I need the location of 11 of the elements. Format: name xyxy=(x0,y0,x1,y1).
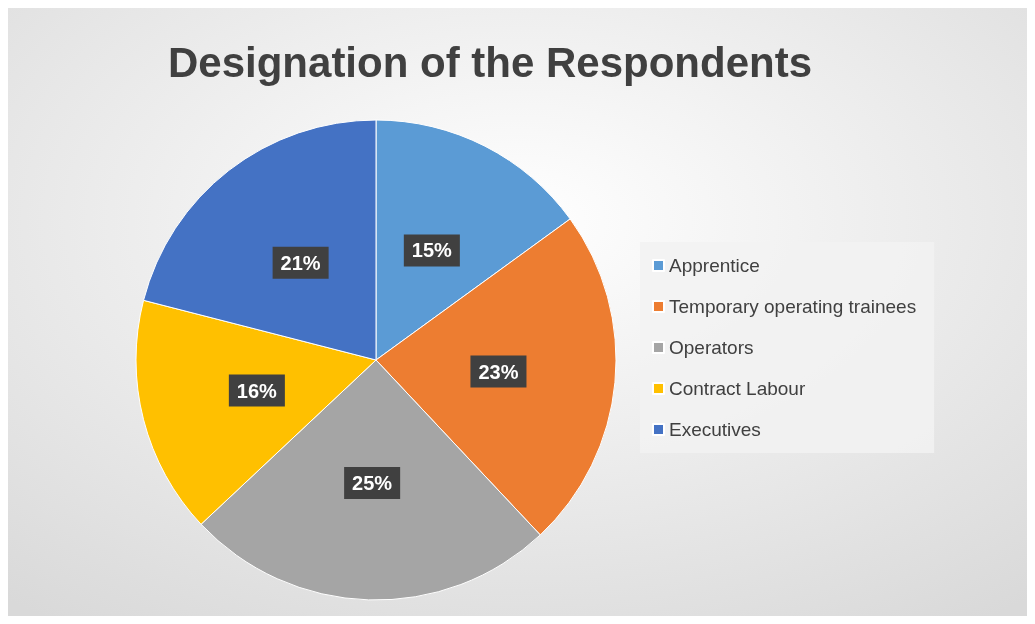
data-label: 25% xyxy=(352,471,393,494)
data-label: 16% xyxy=(236,379,278,402)
legend-label: Apprentice xyxy=(669,255,760,276)
legend-label: Contract Labour xyxy=(669,378,806,399)
data-label: 15% xyxy=(411,239,453,262)
legend-label: Temporary operating trainees xyxy=(669,296,917,317)
data-label: 21% xyxy=(280,251,321,274)
chart-title: Designation of the Respondents xyxy=(168,38,813,86)
legend-label: Executives xyxy=(669,419,761,440)
legend-label: Operators xyxy=(669,337,754,358)
data-label: 23% xyxy=(478,360,519,383)
